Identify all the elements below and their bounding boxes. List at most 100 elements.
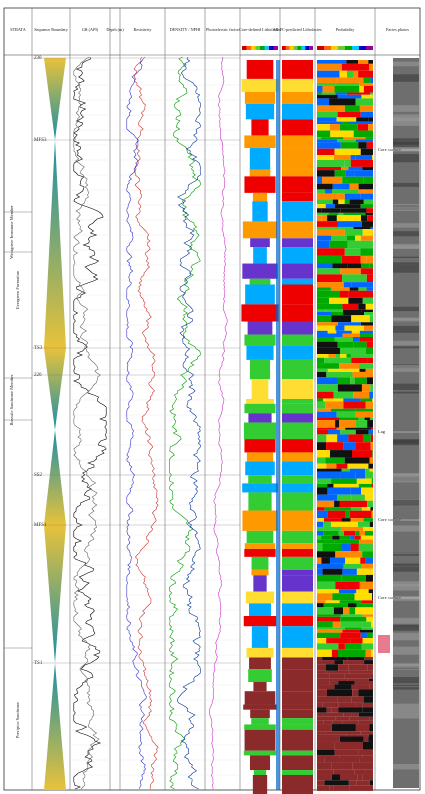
probability-band <box>365 649 372 657</box>
probability-band <box>317 60 329 64</box>
probability-band <box>339 731 361 735</box>
photo-texture <box>393 473 419 483</box>
probability-band <box>369 63 373 71</box>
probability-band <box>372 593 373 601</box>
probability-band <box>326 638 351 644</box>
probability-band <box>317 92 322 95</box>
mlpc-facies <box>282 452 313 462</box>
probability-band <box>358 483 373 488</box>
probability-band <box>317 82 336 86</box>
probability-band <box>325 401 344 409</box>
probability-band <box>357 521 370 527</box>
probability-band <box>358 720 373 725</box>
photo-texture <box>393 325 419 333</box>
probability-band <box>372 450 373 458</box>
probability-band <box>362 551 373 558</box>
probability-band <box>360 398 373 402</box>
probability-band <box>317 712 344 717</box>
mlpc-facies <box>282 770 313 775</box>
photo-texture <box>393 710 419 719</box>
probability-band <box>342 568 357 575</box>
photo-texture <box>393 684 419 687</box>
probability-band <box>317 111 338 118</box>
probability-band <box>347 463 369 469</box>
probability-band <box>333 785 350 791</box>
probability-band <box>317 297 330 304</box>
probability-band <box>317 614 341 617</box>
probability-band <box>317 736 324 742</box>
legend-swatch <box>273 46 278 50</box>
legend-swatch <box>282 46 286 50</box>
photo-texture <box>393 440 419 446</box>
probability-band <box>350 638 363 644</box>
column-header: Facies photos <box>386 27 409 32</box>
probability-band <box>331 724 356 732</box>
probability-band <box>317 330 328 334</box>
axis-bar <box>276 60 280 790</box>
probability-band <box>348 434 363 443</box>
probability-band <box>317 731 326 735</box>
probability-band <box>364 656 372 661</box>
resistivity-curve <box>133 56 159 790</box>
photo-texture <box>393 262 419 265</box>
legend-swatch <box>297 46 302 50</box>
probability-band <box>344 325 364 331</box>
probability-band <box>337 696 352 703</box>
probability-band <box>323 521 331 527</box>
core-facies <box>251 569 269 576</box>
mlpc-facies <box>282 709 313 719</box>
photo-texture <box>393 624 419 627</box>
probability-band <box>360 248 373 256</box>
probability-band <box>325 731 340 735</box>
probability-band <box>341 574 366 582</box>
core-facies <box>243 422 277 440</box>
probability-band <box>359 539 373 544</box>
probability-band <box>339 347 366 355</box>
probability-band <box>361 507 371 511</box>
probability-band <box>358 287 367 291</box>
probability-band <box>347 603 357 608</box>
legend-swatch <box>324 46 331 50</box>
mlpc-facies <box>282 483 313 493</box>
mlpc-facies <box>282 201 313 222</box>
probability-band <box>341 63 370 71</box>
probability-band <box>362 297 373 304</box>
core-facies <box>244 549 276 557</box>
column-header: Resistivity <box>134 27 153 32</box>
probability-band <box>317 287 331 291</box>
probability-band <box>317 85 323 93</box>
probability-band <box>337 494 352 501</box>
probability-band <box>351 315 370 323</box>
probability-band <box>317 63 342 71</box>
probability-band <box>359 105 373 112</box>
probability-band <box>355 442 371 451</box>
probability-band <box>317 212 329 216</box>
probability-band <box>354 593 373 601</box>
mlpc-facies <box>282 398 313 404</box>
probability-band <box>324 757 344 763</box>
probability-band <box>317 678 330 682</box>
photo-texture <box>393 138 419 147</box>
mlpc-facies <box>282 422 313 440</box>
probability-band <box>358 417 365 421</box>
core-facies <box>251 626 269 648</box>
probability-band <box>334 660 344 665</box>
core-facies <box>244 176 276 193</box>
probability-band <box>317 670 327 674</box>
probability-band <box>317 215 322 222</box>
probability-band <box>317 255 342 264</box>
probability-band <box>317 429 328 435</box>
core-facies <box>245 591 275 604</box>
probability-band <box>326 371 353 378</box>
probability-band <box>358 60 369 64</box>
core-facies <box>246 530 274 544</box>
strata-label: Precipice Sandstone <box>15 702 20 738</box>
probability-band <box>348 121 373 125</box>
probability-band <box>328 212 339 216</box>
probability-band <box>339 755 363 758</box>
probability-band <box>348 166 363 171</box>
core-facies <box>244 691 276 705</box>
probability-band <box>340 632 361 639</box>
probability-band <box>338 681 355 685</box>
probability-band <box>343 660 365 665</box>
